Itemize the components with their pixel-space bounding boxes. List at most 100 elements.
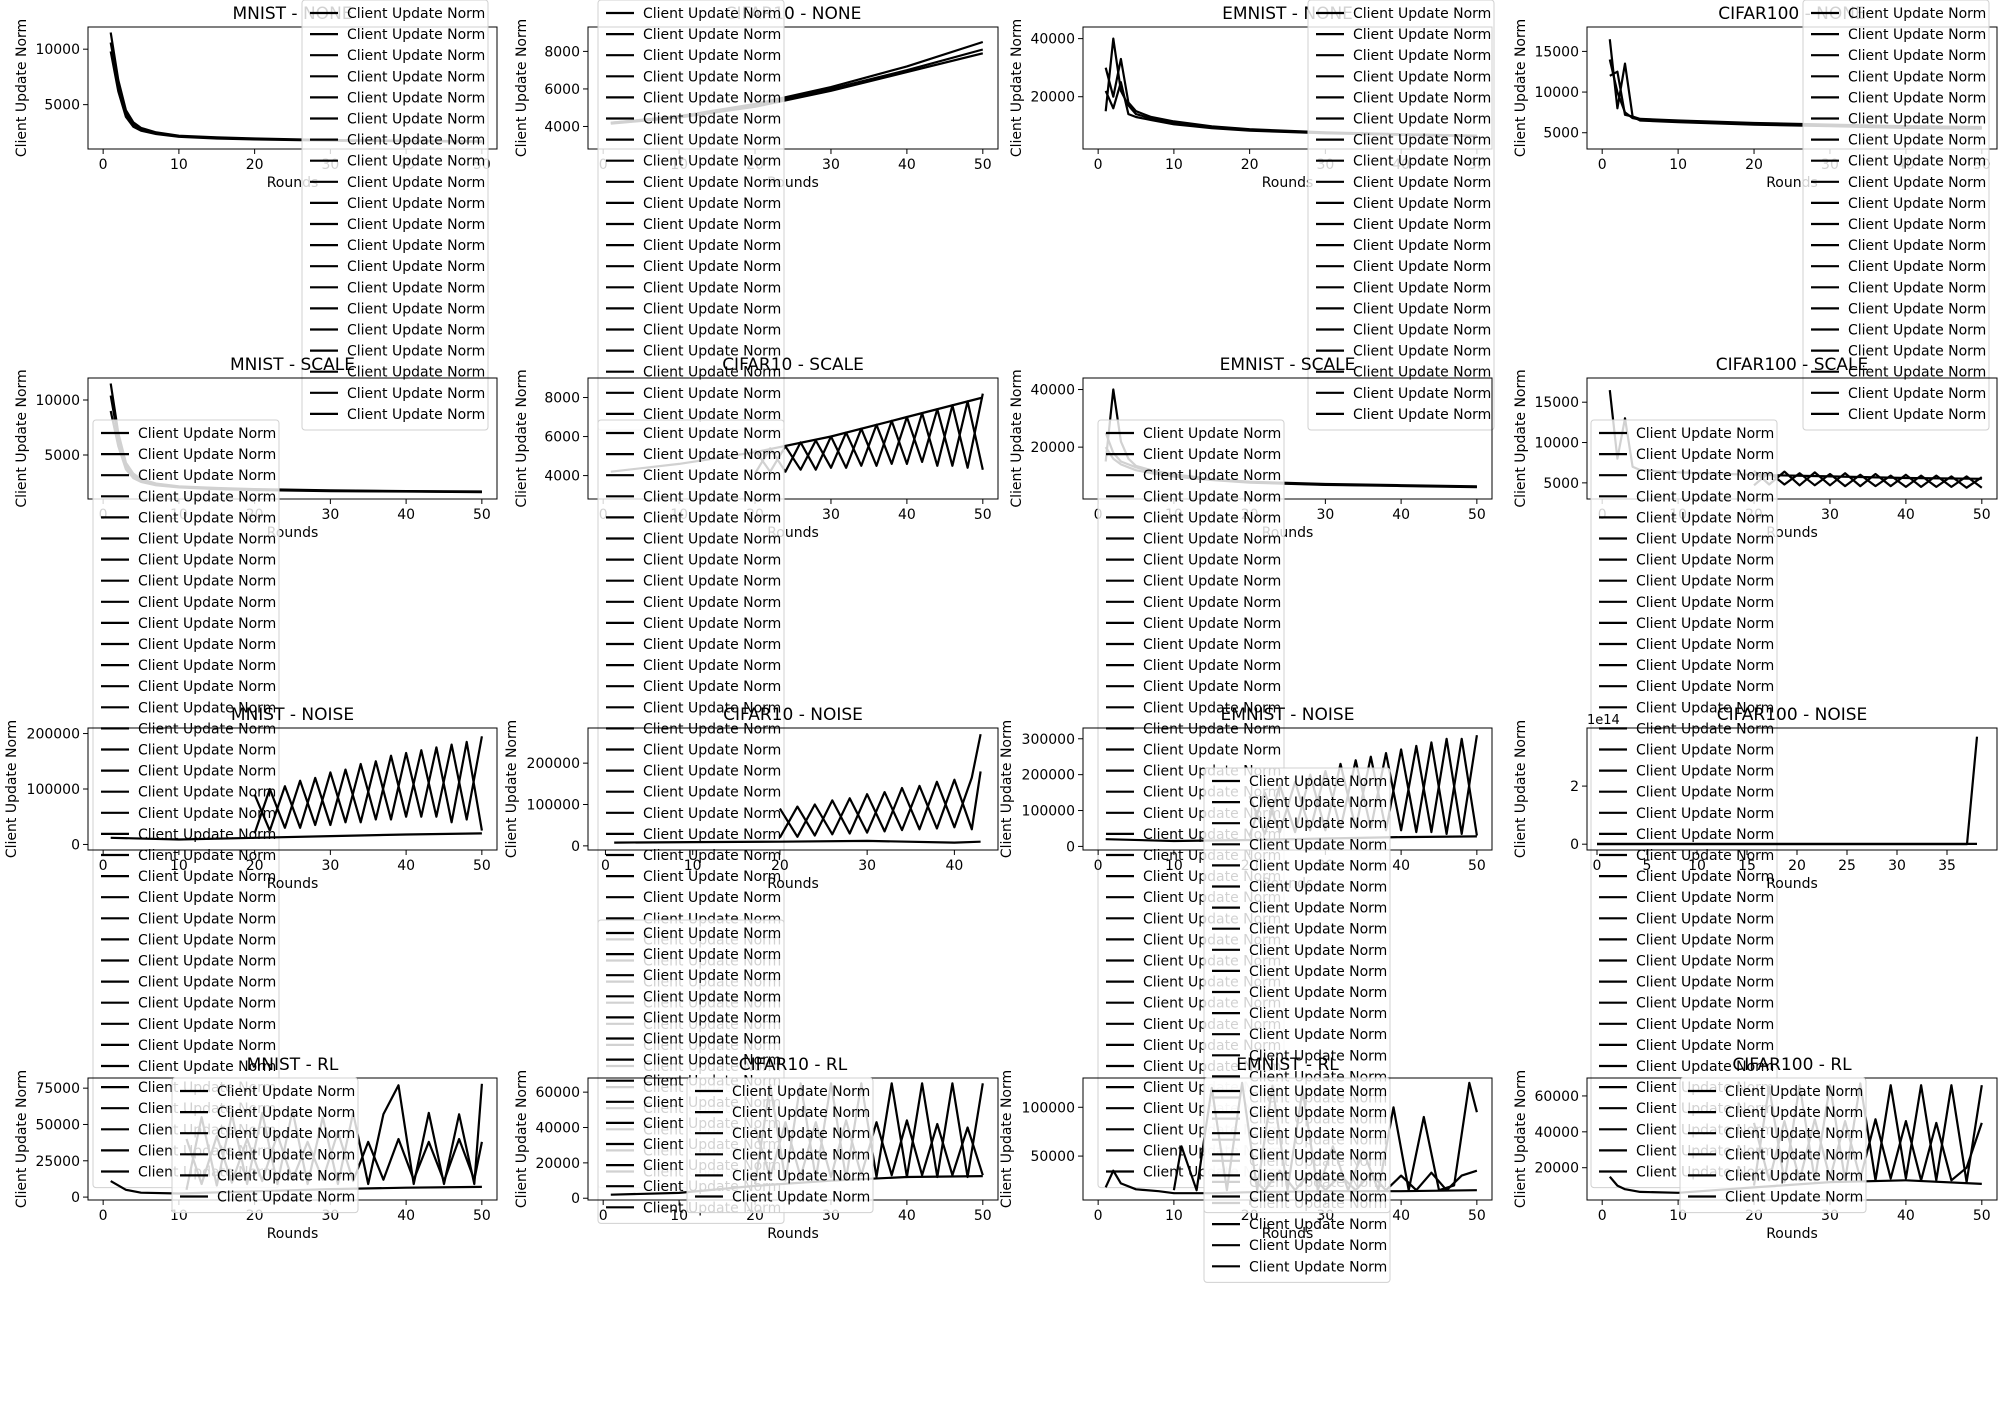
y-tick-label: 100000 <box>1022 804 1075 820</box>
legend-box <box>301 0 489 431</box>
legend-label: Client Update Norm <box>138 616 276 632</box>
legend-label: Client Update Norm <box>1353 344 1491 360</box>
x-tick-label: 0 <box>1598 1208 1607 1224</box>
legend-label: Client Update Norm <box>1249 795 1387 811</box>
series-line-3 <box>778 771 982 838</box>
legend-label: Client Update Norm <box>138 595 276 611</box>
y-tick-label: 5000 <box>1543 476 1579 492</box>
legend-label: Client Update Norm <box>1143 489 1281 505</box>
legend-label: Client Update Norm <box>1249 1048 1387 1064</box>
legend-label: Client Update Norm <box>1636 806 1774 822</box>
x-tick-label: 20 <box>1788 858 1806 874</box>
legend-label: Client Update Norm <box>1249 1027 1387 1043</box>
y-tick-label: 200000 <box>1022 768 1075 784</box>
y-tick-label: 2 <box>1570 779 1579 795</box>
x-tick-label: 50 <box>473 507 491 523</box>
legend-label: Client Update Norm <box>732 1190 870 1206</box>
x-axis-label: Rounds <box>1766 525 1818 541</box>
legend-label: Client Update Norm <box>643 447 781 463</box>
y-axis-label: Client Update Norm <box>514 19 530 157</box>
legend-label: Client Update Norm <box>1143 637 1281 653</box>
legend-label: Client Update Norm <box>347 386 485 402</box>
x-tick-label: 20 <box>246 157 264 173</box>
y-tick-label: 6000 <box>544 430 580 446</box>
legend-label: Client Update Norm <box>1249 1190 1387 1206</box>
x-tick-label: 50 <box>974 507 992 523</box>
y-tick-label: 200000 <box>27 727 80 743</box>
legend-label: Client Update Norm <box>138 911 276 927</box>
y-axis-label: Client Update Norm <box>514 1070 530 1208</box>
series-line-2 <box>754 400 984 473</box>
x-tick-label: 40 <box>1392 858 1410 874</box>
legend-label: Client Update Norm <box>1353 196 1491 212</box>
legend-label: Client Update Norm <box>1353 217 1491 233</box>
x-axis-label: Rounds <box>267 525 319 541</box>
y-tick-label: 50000 <box>1030 1149 1075 1165</box>
legend-cifar100-none: Client Update Norm Client Update Norm Clie… <box>1802 0 1990 431</box>
legend-label: Client Update Norm <box>1353 90 1491 106</box>
legend-box <box>686 1077 874 1214</box>
legend-box <box>1307 0 1495 431</box>
legend-label: Client Update Norm <box>1848 69 1986 85</box>
legend-label: Client Update Norm <box>643 175 781 191</box>
x-axis-label: Rounds <box>767 1226 819 1242</box>
legend-label: Client Update Norm <box>138 975 276 991</box>
legend-label: Client Update Norm <box>347 323 485 339</box>
legend-label: Client Update Norm <box>1636 996 1774 1012</box>
x-tick-label: 25 <box>1838 858 1856 874</box>
legend-label: Client Update Norm <box>1353 280 1491 296</box>
x-tick-label: 20 <box>246 858 264 874</box>
x-tick-label: 20 <box>1241 157 1259 173</box>
legend-label: Client Update Norm <box>1848 386 1986 402</box>
legend-label: Client Update Norm <box>1848 196 1986 212</box>
x-tick-label: 50 <box>1468 507 1486 523</box>
y-tick-label: 75000 <box>35 1081 80 1097</box>
legend-label: Client Update Norm <box>138 869 276 885</box>
legend-label: Client Update Norm <box>138 954 276 970</box>
legend-label: Client Update Norm <box>1143 532 1281 548</box>
x-axis-label: Rounds <box>267 876 319 892</box>
x-tick-label: 30 <box>321 858 339 874</box>
legend-label: Client Update Norm <box>1636 553 1774 569</box>
legend-label: Client Update Norm <box>643 386 781 402</box>
x-tick-label: 50 <box>974 1208 992 1224</box>
x-tick-label: 40 <box>945 858 963 874</box>
x-tick-label: 30 <box>822 157 840 173</box>
x-axis-label: Rounds <box>1766 1226 1818 1242</box>
legend-label: Client Update Norm <box>643 344 781 360</box>
legend-label: Client Update Norm <box>1249 1126 1387 1142</box>
legend-label: Client Update Norm <box>643 196 781 212</box>
legend-mnist-scale: Client Update Norm Client Update Norm Clie… <box>92 419 280 1189</box>
chart-title: CIFAR100 - RL <box>1732 1055 1852 1075</box>
legend-box <box>1679 1077 1867 1214</box>
legend-label: Client Update Norm <box>643 280 781 296</box>
y-tick-label: 0 <box>571 1191 580 1207</box>
legend-label: Client Update Norm <box>643 407 781 423</box>
chart-title: CIFAR10 - RL <box>739 1055 848 1075</box>
legend-label: Client Update Norm <box>1636 510 1774 526</box>
y-tick-label: 8000 <box>544 44 580 60</box>
x-tick-label: 40 <box>1897 1208 1915 1224</box>
legend-label: Client Update Norm <box>643 489 781 505</box>
y-axis-label: Client Update Norm <box>514 369 530 507</box>
chart-title: CIFAR100 - SCALE <box>1716 355 1868 375</box>
legend-label: Client Update Norm <box>643 1010 781 1026</box>
y-axis-label: Client Update Norm <box>14 369 30 507</box>
x-tick-label: 30 <box>321 507 339 523</box>
legend-label: Client Update Norm <box>643 827 781 843</box>
y-tick-label: 100000 <box>1022 1100 1075 1116</box>
legend-label: Client Update Norm <box>1249 1238 1387 1254</box>
legend-label: Client Update Norm <box>138 637 276 653</box>
x-tick-label: 10 <box>1165 157 1183 173</box>
y-tick-label: 25000 <box>35 1154 80 1170</box>
legend-label: Client Update Norm <box>643 468 781 484</box>
legend-label: Client Update Norm <box>643 154 781 170</box>
legend-label: Client Update Norm <box>1143 679 1281 695</box>
legend-label: Client Update Norm <box>1636 595 1774 611</box>
y-axis-label: Client Update Norm <box>14 19 30 157</box>
legend-label: Client Update Norm <box>1249 964 1387 980</box>
y-tick-label: 5000 <box>44 98 80 114</box>
legend-label: Client Update Norm <box>138 658 276 674</box>
y-tick-label: 5000 <box>44 448 80 464</box>
